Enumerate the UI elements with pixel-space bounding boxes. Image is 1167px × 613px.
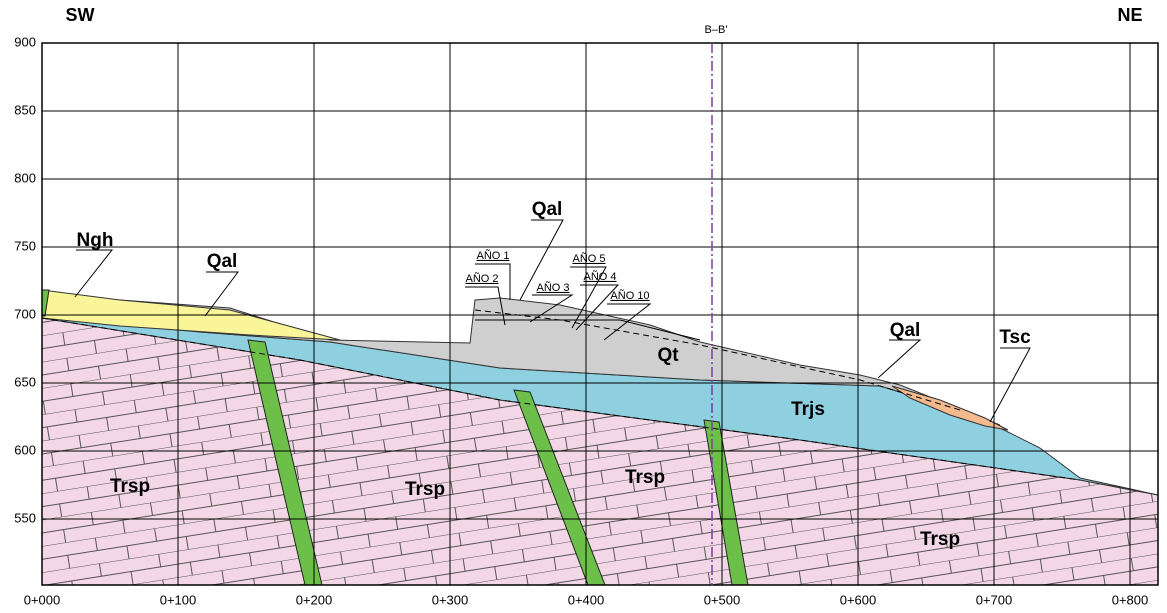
leader [204, 271, 239, 317]
sw-label: SW [66, 5, 95, 25]
y-tick-label: 550 [14, 510, 36, 525]
unit-label: Qal [532, 199, 563, 220]
x-tick-label: 0+000 [24, 592, 61, 607]
unit-label: Trjs [791, 399, 825, 420]
leader [603, 303, 652, 341]
leader [74, 249, 114, 298]
unit-label: Ngh [77, 230, 114, 251]
x-tick-label: 0+100 [160, 592, 197, 607]
dike [247, 339, 323, 585]
x-tick-label: 0+200 [296, 592, 333, 607]
qt-layer [119, 297, 1001, 426]
dike [42, 289, 50, 317]
y-tick-label: 800 [14, 170, 36, 185]
unit-label: Qt [657, 345, 679, 366]
leader [989, 347, 1031, 423]
unit-label: Trsp [405, 479, 445, 500]
section-label: B–B' [705, 24, 728, 36]
ne-label: NE [1117, 5, 1142, 25]
unit-label: Trsp [110, 476, 150, 497]
y-tick-label: 900 [14, 34, 36, 49]
leader [465, 286, 506, 326]
dashed-contact [42, 317, 1081, 481]
leader [570, 266, 607, 329]
leader [575, 284, 620, 331]
x-tick-label: 0+800 [1112, 592, 1149, 607]
year-label: AÑO 5 [572, 252, 605, 265]
leader [475, 263, 511, 300]
year-label: AÑO 1 [476, 249, 509, 262]
tsc-layer [891, 385, 1009, 431]
unit-label: Trsp [920, 529, 960, 550]
x-tick-label: 0+400 [568, 592, 605, 607]
unit-label: Tsc [999, 327, 1031, 348]
year-label: AÑO 10 [610, 289, 649, 302]
leader [877, 339, 922, 379]
grid [41, 42, 1158, 585]
surface [475, 319, 701, 341]
dike [703, 419, 749, 585]
y-tick-label: 750 [14, 238, 36, 253]
y-tick-label: 850 [14, 102, 36, 117]
unit-labels: Ngh Qal Qal Qal Tsc Qt Trjs Trsp Trsp Trsp Trsp AÑO… [77, 199, 1032, 550]
unit-label: Trsp [625, 467, 665, 488]
y-tick-label: 700 [14, 306, 36, 321]
unit-label: Qal [207, 251, 238, 272]
year-label: AÑO 4 [583, 270, 616, 283]
x-tick-label: 0+600 [840, 592, 877, 607]
x-tick-label: 0+500 [704, 592, 741, 607]
y-tick-label: 600 [14, 442, 36, 457]
x-tick-label: 0+300 [432, 592, 469, 607]
year-label: AÑO 2 [465, 272, 498, 285]
leader [529, 294, 574, 323]
y-tick-label: 650 [14, 374, 36, 389]
geology [42, 289, 1158, 585]
unit-label: Qal [890, 320, 921, 341]
frame [41, 42, 1159, 586]
dike [513, 389, 606, 585]
year-label: AÑO 3 [536, 281, 569, 294]
x-tick-label: 0+700 [976, 592, 1013, 607]
leader [519, 219, 564, 301]
